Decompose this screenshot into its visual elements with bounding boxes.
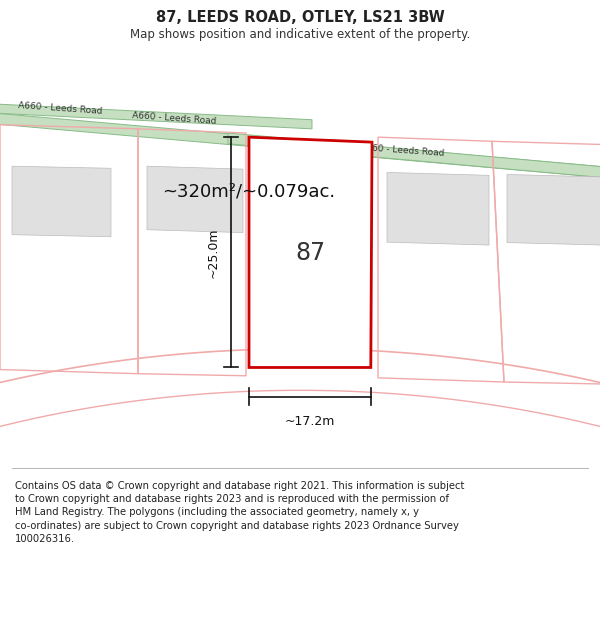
Polygon shape bbox=[387, 173, 489, 245]
Text: ~25.0m: ~25.0m bbox=[206, 227, 220, 278]
Text: Contains OS data © Crown copyright and database right 2021. This information is : Contains OS data © Crown copyright and d… bbox=[15, 481, 464, 544]
Polygon shape bbox=[12, 166, 111, 237]
Polygon shape bbox=[507, 174, 600, 245]
Text: Map shows position and indicative extent of the property.: Map shows position and indicative extent… bbox=[130, 28, 470, 41]
Text: 87: 87 bbox=[295, 241, 325, 266]
Polygon shape bbox=[249, 137, 372, 368]
Polygon shape bbox=[0, 113, 600, 178]
Polygon shape bbox=[228, 133, 600, 178]
Polygon shape bbox=[147, 166, 243, 232]
Polygon shape bbox=[0, 104, 312, 129]
Text: 87, LEEDS ROAD, OTLEY, LS21 3BW: 87, LEEDS ROAD, OTLEY, LS21 3BW bbox=[155, 10, 445, 25]
Text: ~17.2m: ~17.2m bbox=[285, 415, 335, 428]
Text: A660 - Leeds Road: A660 - Leeds Road bbox=[18, 101, 103, 116]
Text: A660 - Leeds Road: A660 - Leeds Road bbox=[132, 111, 217, 126]
Text: ~320m²/~0.079ac.: ~320m²/~0.079ac. bbox=[162, 182, 335, 200]
Text: A660 - Leeds Road: A660 - Leeds Road bbox=[360, 143, 445, 158]
